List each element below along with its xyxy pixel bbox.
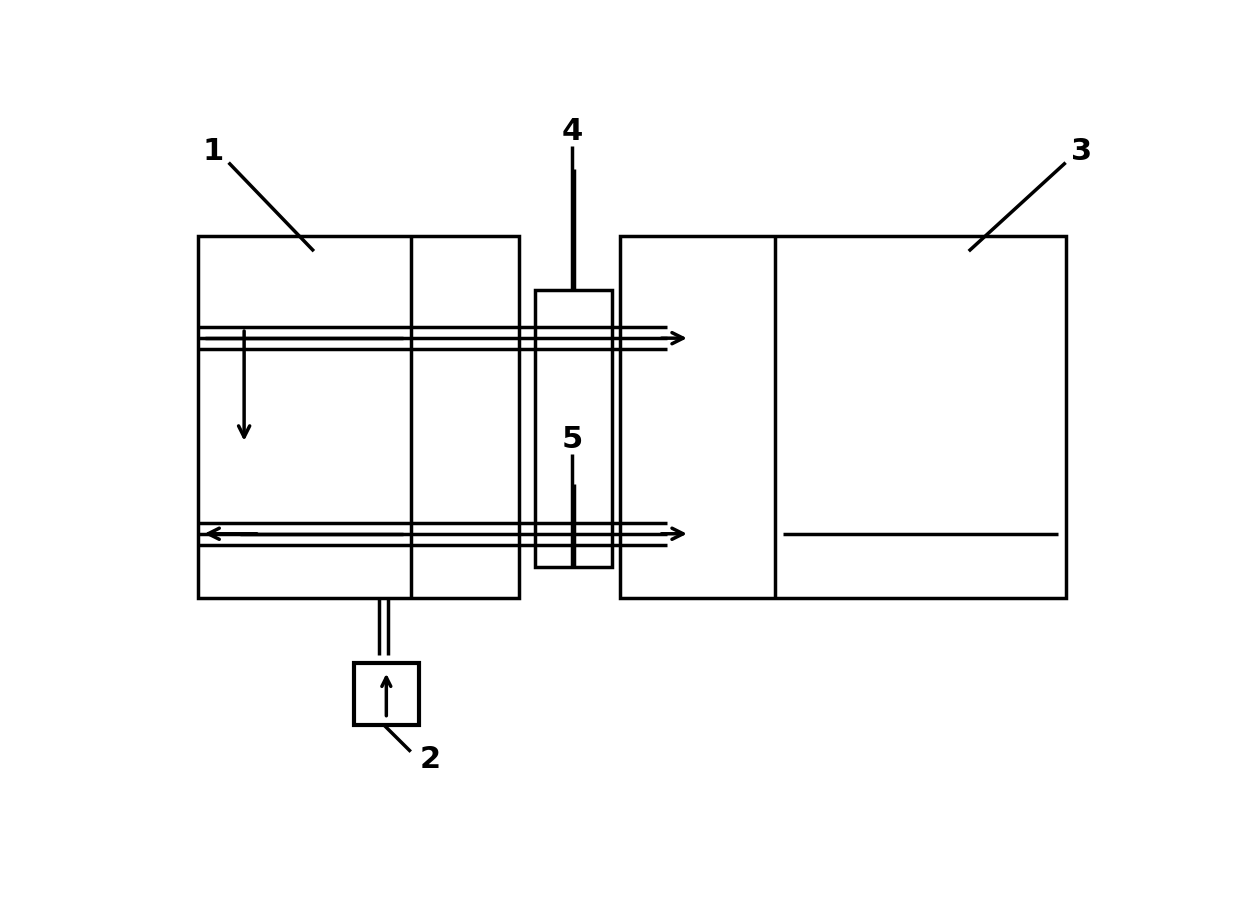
- Text: 2: 2: [419, 745, 440, 774]
- Text: 4: 4: [562, 117, 583, 147]
- Text: 5: 5: [562, 425, 583, 454]
- Text: 3: 3: [1070, 137, 1091, 166]
- Bar: [355, 663, 419, 725]
- Bar: [197, 236, 520, 598]
- Bar: [620, 236, 1065, 598]
- Text: 1: 1: [202, 137, 223, 166]
- Bar: [534, 290, 613, 567]
